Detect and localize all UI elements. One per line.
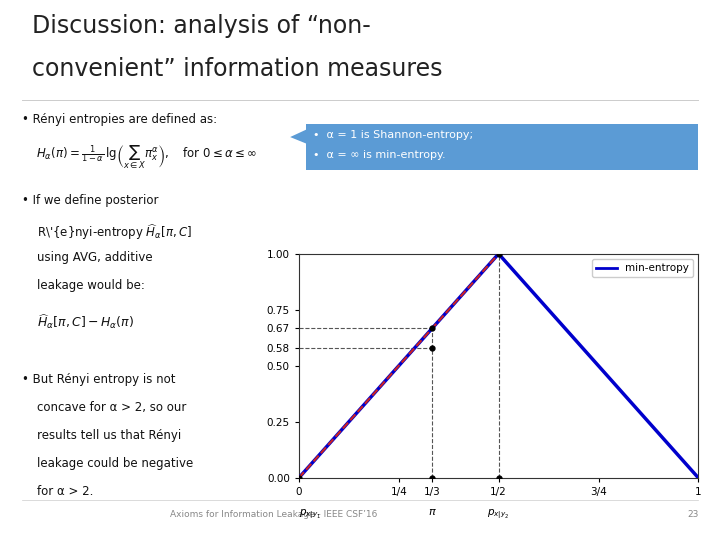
Text: R\'{e}nyi-entropy $\widehat{H}_\alpha[\pi, C]$: R\'{e}nyi-entropy $\widehat{H}_\alpha[\p… — [37, 222, 192, 242]
Text: $H_\alpha(\pi) = \frac{1}{1-\alpha}\,\lg\!\left(\sum_{x \in X} \pi_x^\alpha\righ: $H_\alpha(\pi) = \frac{1}{1-\alpha}\,\lg… — [36, 143, 257, 172]
Text: results tell us that Rényi: results tell us that Rényi — [37, 429, 181, 442]
Text: • But Rényi entropy is not: • But Rényi entropy is not — [22, 373, 175, 386]
Text: •  α = 1 is Shannon-entropy;: • α = 1 is Shannon-entropy; — [313, 130, 473, 140]
Legend: min-entropy: min-entropy — [592, 259, 693, 278]
Text: Axioms for Information Leakage - IEEE CSF’16: Axioms for Information Leakage - IEEE CS… — [170, 510, 377, 519]
Text: using AVG, additive: using AVG, additive — [37, 251, 153, 264]
Text: 23: 23 — [687, 510, 698, 519]
Text: concave for α > 2, so our: concave for α > 2, so our — [37, 401, 186, 414]
Text: leakage would be:: leakage would be: — [37, 279, 145, 292]
Text: • If we define posterior: • If we define posterior — [22, 194, 158, 207]
Polygon shape — [290, 130, 306, 144]
Text: • Rényi entropies are defined as:: • Rényi entropies are defined as: — [22, 113, 217, 126]
Text: $\pi$: $\pi$ — [428, 507, 436, 517]
Text: •  α = ∞ is min-entropy.: • α = ∞ is min-entropy. — [313, 150, 446, 160]
Text: for α > 2.: for α > 2. — [37, 485, 94, 498]
Text: Discussion: analysis of “non-: Discussion: analysis of “non- — [32, 14, 371, 37]
Text: $p_{x|y_2}$: $p_{x|y_2}$ — [487, 507, 510, 521]
Text: convenient” information measures: convenient” information measures — [32, 57, 443, 80]
Text: $\widehat{H}_\alpha[\pi, C] - H_\alpha(\pi)$: $\widehat{H}_\alpha[\pi, C] - H_\alpha(\… — [37, 312, 135, 331]
Text: $p_{x|y_1}$: $p_{x|y_1}$ — [299, 507, 321, 521]
Text: leakage could be negative: leakage could be negative — [37, 457, 194, 470]
FancyBboxPatch shape — [306, 124, 698, 170]
